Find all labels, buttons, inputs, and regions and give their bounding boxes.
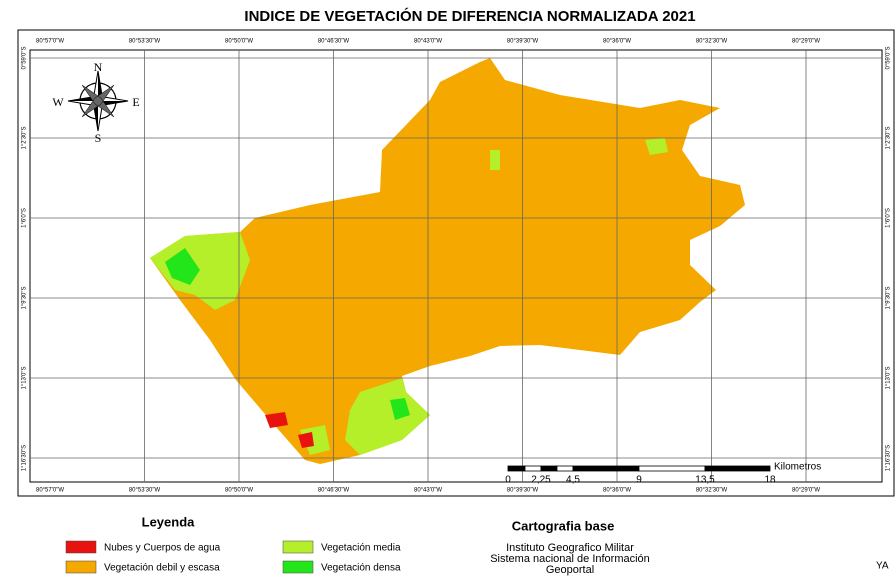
scale-label: 0	[505, 475, 511, 486]
map-title: INDICE DE VEGETACIÓN DE DIFERENCIA NORMA…	[244, 7, 695, 25]
lat-label-right: 1°13'0"S	[886, 366, 892, 389]
map-page: INDICE DE VEGETACIÓN DE DIFERENCIA NORMA…	[0, 0, 896, 580]
lat-label-right: 1°6'0"S	[886, 208, 892, 228]
legend-swatch	[283, 561, 313, 573]
legend: Leyenda Nubes y Cuerpos de agua Vegetació…	[66, 514, 401, 573]
lon-label-top: 80°29'0"W	[792, 39, 820, 45]
lat-label-right: 1°2'30"S	[886, 126, 892, 149]
scale-segment	[508, 466, 525, 471]
lon-label-bottom: 80°29'0"W	[792, 488, 820, 494]
lon-label-top: 80°50'0"W	[225, 39, 253, 45]
scale-unit: Kilometros	[774, 462, 821, 473]
scale-segment	[525, 466, 541, 471]
legend-label: Vegetación densa	[321, 563, 401, 574]
lon-label-bottom: 80°43'0"W	[414, 488, 442, 494]
legend-title: Leyenda	[142, 514, 196, 529]
lon-label-bottom: 80°57'0"W	[36, 488, 64, 494]
lat-label-right: 0°59'0"S	[886, 46, 892, 69]
base-line: Geoportal	[546, 564, 594, 576]
legend-label: Vegetación media	[321, 543, 401, 554]
lon-label-top: 80°32'30"W	[696, 39, 728, 45]
compass-e: E	[132, 95, 139, 109]
corner-text: YA	[876, 561, 889, 572]
lon-label-top: 80°46'30"W	[318, 39, 350, 45]
base-title: Cartografia base	[512, 518, 615, 533]
lat-label-right: 1°16'30"S	[886, 445, 892, 471]
scale-segment	[557, 466, 573, 471]
legend-swatch	[66, 561, 96, 573]
lat-label-left: 1°9'30"S	[22, 286, 28, 309]
lat-label-left: 1°2'30"S	[22, 126, 28, 149]
lat-label-right: 1°9'30"S	[886, 286, 892, 309]
lat-label-left: 0°59'0"S	[22, 46, 28, 69]
lon-label-bottom: 80°50'0"W	[225, 488, 253, 494]
legend-swatch	[283, 541, 313, 553]
scale-label: 9	[636, 475, 642, 486]
compass-w: W	[52, 95, 64, 109]
scale-segment	[541, 466, 557, 471]
scale-label: 18	[764, 475, 776, 486]
lon-label-top: 80°43'0"W	[414, 39, 442, 45]
scale-label: 2,25	[531, 475, 551, 486]
compass-s: S	[95, 131, 102, 145]
lon-label-bottom: 80°36'0"W	[603, 488, 631, 494]
lon-label-top: 80°36'0"W	[603, 39, 631, 45]
scale-label: 13,5	[695, 475, 715, 486]
lon-label-bottom: 80°46'30"W	[318, 488, 350, 494]
scale-segment	[573, 466, 639, 471]
legend-label: Vegetación debil y escasa	[104, 563, 220, 574]
scale-segment	[639, 466, 705, 471]
lat-label-left: 1°16'30"S	[22, 445, 28, 471]
compass-n: N	[94, 60, 103, 74]
lon-label-top: 80°53'30"W	[129, 39, 161, 45]
lon-label-top: 80°57'0"W	[36, 39, 64, 45]
lon-label-top: 80°39'30"W	[507, 39, 539, 45]
legend-swatch	[66, 541, 96, 553]
base-cartography: Cartografia base Instituto Geografico Mi…	[490, 518, 650, 575]
lon-label-bottom: 80°53'30"W	[129, 488, 161, 494]
lon-label-bottom: 80°32'30"W	[696, 488, 728, 494]
scale-segment	[705, 466, 770, 471]
legend-label: Nubes y Cuerpos de agua	[104, 543, 221, 554]
scale-label: 4,5	[566, 475, 580, 486]
lon-label-bottom: 80°39'30"W	[507, 488, 539, 494]
lat-label-left: 1°6'0"S	[22, 208, 28, 228]
lat-label-left: 1°13'0"S	[22, 366, 28, 389]
